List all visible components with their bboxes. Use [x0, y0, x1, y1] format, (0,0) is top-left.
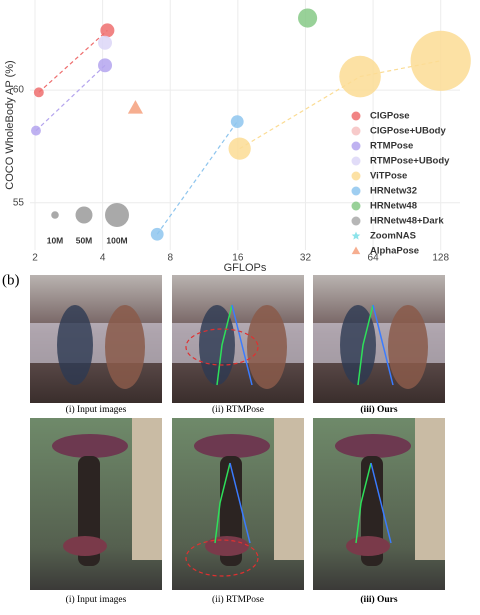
umbrella — [52, 434, 128, 458]
legend-marker — [351, 186, 361, 196]
size-key-label: 10M — [47, 235, 64, 245]
data-point — [339, 55, 381, 98]
skeleton — [372, 304, 394, 386]
legend-marker — [351, 246, 361, 255]
legend-label: ZoomNAS — [370, 231, 416, 242]
data-point — [127, 100, 144, 114]
data-point — [31, 125, 41, 136]
error-highlight — [185, 539, 259, 577]
legend-label: HRNetw32 — [370, 186, 417, 197]
legend-label: RTMPose+UBody — [370, 156, 450, 167]
caption: (i) Input images — [66, 594, 127, 605]
legend-label: ViTPose — [370, 171, 407, 182]
caption: (ii) RTMPose — [212, 594, 264, 605]
person — [199, 305, 235, 385]
legend-label: RTMPose — [370, 141, 413, 152]
caption: (ii) RTMPose — [212, 404, 264, 415]
bag — [63, 536, 107, 556]
x-axis-label: GFLOPs — [224, 262, 267, 274]
plot-marks — [31, 8, 471, 241]
person — [340, 305, 376, 385]
legend-label: HRNetw48 — [370, 201, 417, 212]
x-tick-label: 8 — [167, 253, 173, 264]
caption: (i) Input images — [66, 404, 127, 415]
person — [247, 305, 287, 389]
data-point — [230, 115, 244, 129]
bag — [346, 536, 390, 556]
y-tick-label: 55 — [13, 197, 25, 208]
panel-label: (b) — [2, 272, 20, 288]
size-key-marker — [51, 211, 59, 219]
skeleton — [214, 462, 231, 544]
legend-marker — [351, 231, 361, 240]
legend-marker — [351, 156, 361, 166]
legend-marker — [351, 171, 361, 181]
bag — [205, 536, 249, 556]
legend-label: CIGPose — [370, 111, 410, 122]
data-point — [150, 227, 164, 241]
skeleton — [355, 462, 372, 544]
legend-label: HRNetw48+Dark — [370, 216, 444, 227]
size-key-marker — [105, 203, 129, 227]
size-key-marker — [75, 206, 93, 224]
x-tick-label: 2 — [32, 253, 38, 264]
x-tick-label: 16 — [232, 253, 244, 264]
x-tick-label: 32 — [300, 253, 312, 264]
x-tick-label: 128 — [432, 253, 449, 264]
legend-label: CIGPose+UBody — [370, 126, 446, 137]
legend-marker — [351, 126, 361, 136]
trend-line — [38, 29, 108, 93]
legend-marker — [351, 216, 361, 226]
data-point — [98, 35, 113, 50]
person — [388, 305, 428, 389]
person — [57, 305, 93, 385]
data-point — [98, 58, 113, 73]
legend-marker — [351, 141, 361, 151]
error-highlight — [185, 328, 259, 366]
data-point — [33, 87, 44, 98]
skeleton — [231, 304, 253, 386]
wall — [415, 418, 445, 560]
wall — [132, 418, 162, 560]
caption: (iii) Ours — [360, 404, 398, 415]
trend-line — [35, 64, 106, 132]
legend-label: AlphaPose — [370, 246, 419, 257]
y-axis-label: COCO WholeBody AP (%) — [4, 60, 16, 189]
data-point — [298, 8, 318, 28]
data-point — [100, 23, 115, 38]
skeleton — [216, 304, 233, 386]
y-tick-label: 60 — [13, 85, 25, 96]
legend-marker — [351, 111, 361, 121]
x-tick-label: 4 — [100, 253, 106, 264]
legend-marker — [351, 201, 361, 211]
size-key-label: 50M — [76, 235, 93, 245]
skeleton — [370, 462, 392, 544]
chart: 2 4 8 16 32 64 128 55 60 CIGPose CIGPose+UBody RTMP… — [13, 0, 471, 264]
data-point — [410, 30, 471, 91]
wall — [274, 418, 304, 560]
legend: CIGPose CIGPose+UBody RTMPose RTMPose+UBody… — [351, 111, 450, 257]
trend-line — [156, 121, 238, 235]
caption: (iii) Ours — [360, 594, 398, 605]
umbrella — [194, 434, 270, 458]
person — [105, 305, 145, 389]
umbrella — [335, 434, 411, 458]
size-key-label: 100M — [106, 235, 127, 245]
photo-grid: (i) Input images (ii) RTMPose (iii) Ours (i… — [30, 275, 445, 605]
data-point — [228, 137, 251, 160]
x-tick-label: 64 — [368, 253, 380, 264]
skeleton — [229, 462, 251, 544]
skeleton — [357, 304, 374, 386]
